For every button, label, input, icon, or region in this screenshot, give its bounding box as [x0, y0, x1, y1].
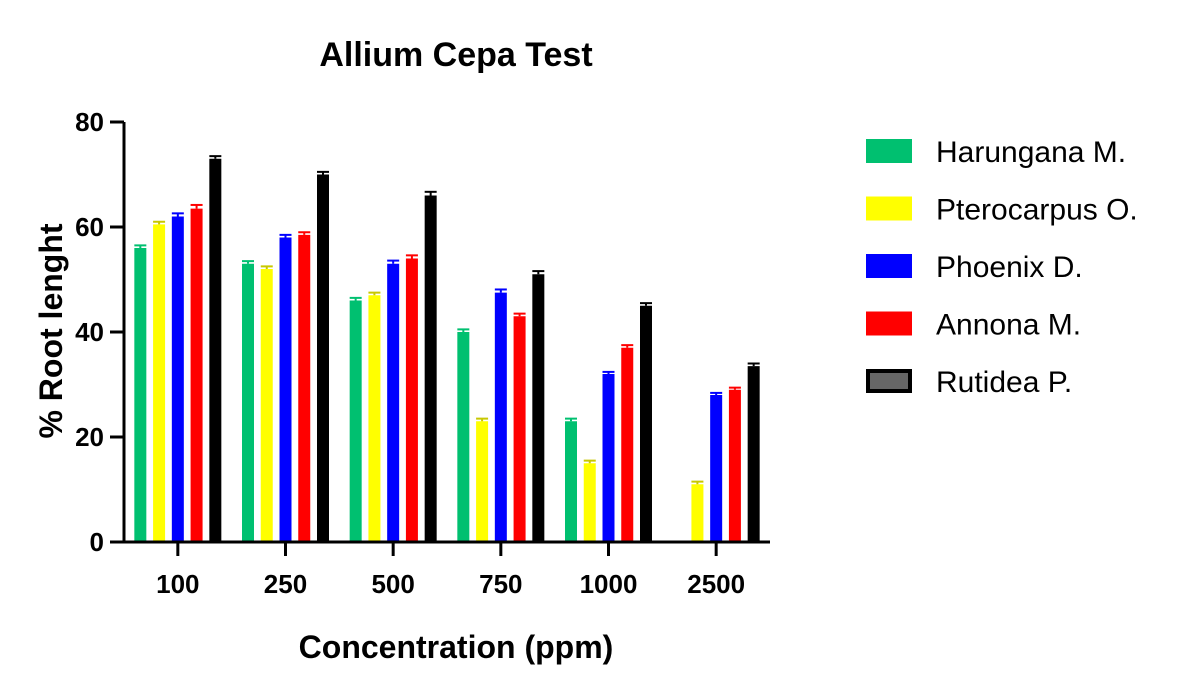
bar [494, 292, 507, 543]
bar [728, 389, 741, 542]
x-tick-label: 250 [264, 569, 307, 599]
bar [602, 374, 615, 542]
y-tick-label: 40 [75, 317, 104, 347]
bar [260, 269, 273, 542]
legend-item: Pterocarpus O. [866, 194, 1138, 227]
series-annona-m [190, 203, 741, 543]
y-tick-label: 80 [75, 107, 104, 137]
bar [190, 208, 203, 543]
series-phoenix-d [171, 212, 723, 543]
x-tick-label: 750 [479, 569, 522, 599]
bar [153, 224, 166, 543]
legend-swatch [866, 196, 912, 221]
bar [747, 366, 760, 543]
legend-item: Rutidea P. [866, 366, 1072, 399]
chart-title: Allium Cepa Test [319, 36, 592, 74]
y-tick-label: 0 [90, 527, 104, 557]
y-tick-label: 60 [75, 212, 104, 242]
bar [424, 195, 437, 542]
bar [476, 421, 489, 542]
legend-label: Harungana M. [936, 136, 1126, 169]
bar [317, 174, 329, 542]
bar [583, 463, 596, 542]
bar [532, 274, 545, 542]
legend-label: Pterocarpus O. [936, 194, 1138, 227]
bar [457, 332, 470, 542]
bar [134, 248, 147, 542]
legend-swatch [866, 311, 912, 336]
bar [640, 305, 652, 542]
legend-label: Annona M. [936, 309, 1081, 342]
bar [405, 258, 418, 542]
bar [279, 237, 292, 542]
bar [710, 395, 723, 542]
legend-item: Annona M. [866, 309, 1081, 342]
bar [298, 234, 311, 543]
legend-swatch [866, 369, 912, 393]
legend-item: Phoenix D. [866, 251, 1083, 284]
legend-swatch [866, 139, 912, 163]
bar [368, 295, 381, 542]
bar [387, 263, 400, 542]
plot-area: 0 20 40 60 80 100 250 500 750 1000 2500 [75, 107, 770, 599]
bar [349, 300, 362, 542]
legend-label: Phoenix D. [936, 251, 1083, 284]
series-harungana-m [134, 244, 577, 542]
bar [209, 158, 222, 542]
legend-item: Harungana M. [866, 136, 1126, 169]
x-tick-label: 100 [156, 569, 199, 599]
legend-swatch [866, 254, 912, 278]
x-tick-label: 2500 [687, 569, 745, 599]
bar [621, 347, 634, 542]
legend: Harungana M. Pterocarpus O. Phoenix D. Anno… [866, 136, 1138, 399]
y-tick-label: 20 [75, 422, 104, 452]
bar [513, 316, 526, 542]
y-axis-label: % Root lenght [33, 223, 69, 438]
bar [171, 216, 184, 542]
x-axis-label: Concentration (ppm) [299, 629, 614, 665]
bar [691, 484, 704, 542]
series-rutidea-p [209, 155, 760, 543]
x-tick-label: 1000 [580, 569, 638, 599]
legend-label: Rutidea P. [936, 366, 1072, 399]
series-pterocarpus-o [153, 220, 704, 543]
bar [565, 421, 577, 542]
bar [242, 263, 254, 542]
x-tick-label: 500 [371, 569, 414, 599]
